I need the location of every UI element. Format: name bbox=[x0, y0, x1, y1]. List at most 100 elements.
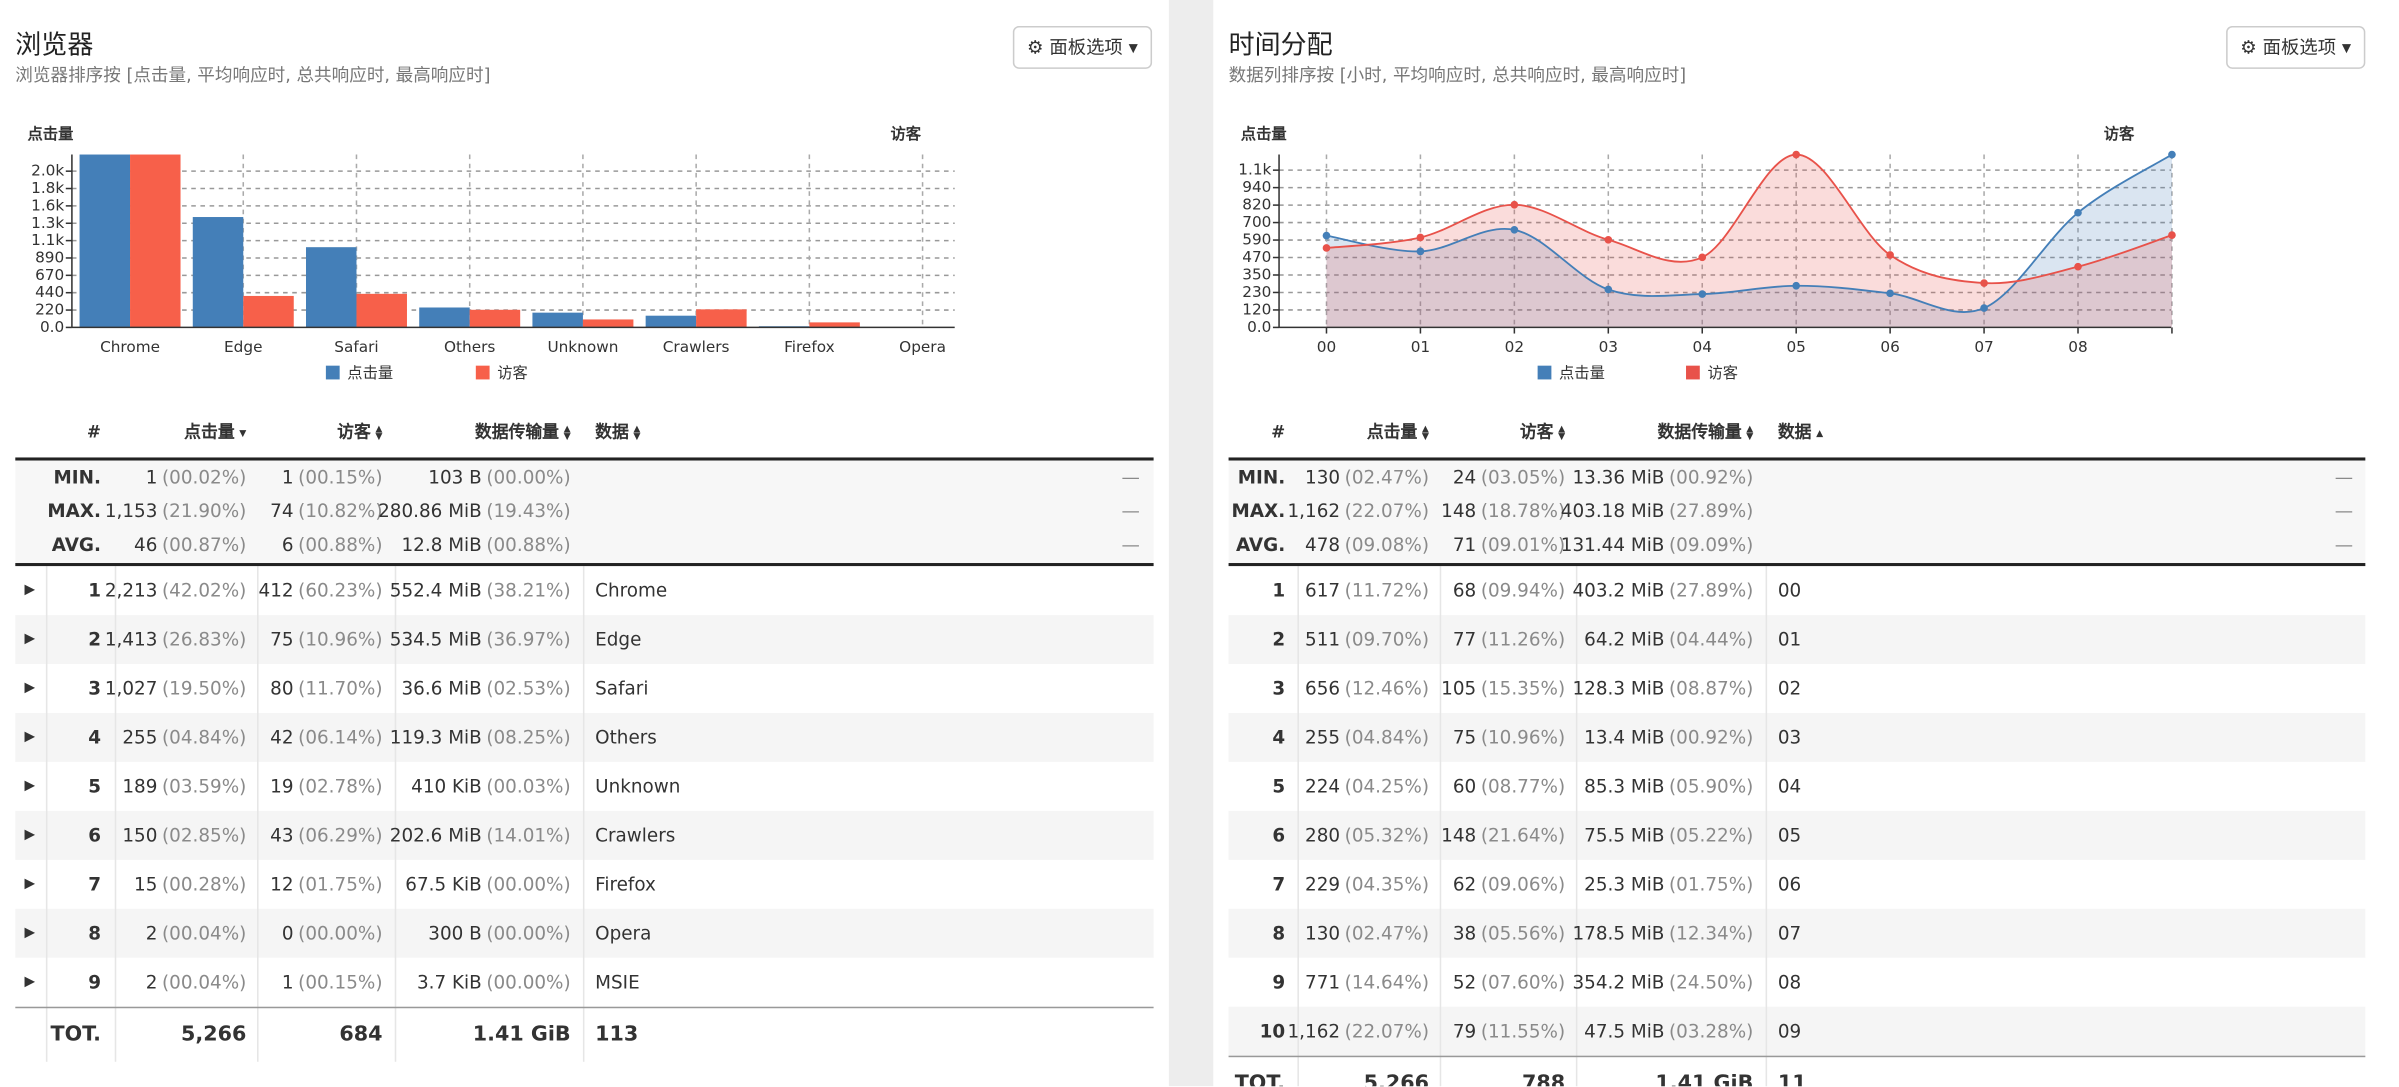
column-header[interactable]: 点击量 ▼ bbox=[184, 419, 246, 447]
column-header[interactable]: 数据 ▲ bbox=[1778, 419, 1823, 447]
percent: (00.15%) bbox=[298, 466, 383, 489]
dash: — bbox=[1121, 466, 1140, 489]
bar bbox=[809, 322, 860, 328]
cell: 412 (60.23%) bbox=[259, 577, 383, 605]
cell: 224 (04.25%) bbox=[1305, 773, 1429, 801]
percent: (02.53%) bbox=[486, 677, 571, 700]
column-divider bbox=[1765, 566, 1768, 1087]
panel-title: 浏览器 bbox=[15, 30, 94, 62]
summary-rule bbox=[15, 563, 1154, 567]
value: 771 bbox=[1305, 971, 1341, 993]
percent: (05.32%) bbox=[1344, 824, 1429, 847]
data-text: 06 bbox=[1777, 873, 1802, 896]
expand-toggle[interactable]: ▶ bbox=[24, 778, 36, 795]
bar bbox=[582, 319, 634, 328]
button-label: 面板选项 bbox=[2262, 36, 2337, 59]
percent: (08.87%) bbox=[1669, 677, 1754, 700]
panel-options-button[interactable]: ⚙ 面板选项 ▾ bbox=[2226, 26, 2366, 69]
summary-cell: 71 (09.01%) bbox=[1453, 531, 1565, 559]
column-header[interactable]: 数据传输量 ▲ ▼ bbox=[475, 419, 571, 447]
legend-label: 点击量 bbox=[347, 364, 393, 382]
percent: (22.07%) bbox=[1344, 500, 1429, 522]
row-number-text: 1 bbox=[88, 579, 101, 602]
cell: 178.5 MiB (12.34%) bbox=[1572, 920, 1753, 948]
row-background bbox=[1228, 810, 2366, 860]
total-cell: 113 bbox=[595, 1020, 638, 1048]
y-tick-label: 1.1k bbox=[31, 231, 64, 249]
point bbox=[1604, 235, 1613, 244]
summary-cell: 280.86 MiB (19.43%) bbox=[378, 497, 571, 525]
data-cell: 00 bbox=[1778, 577, 1801, 605]
point bbox=[1416, 233, 1425, 242]
value: 3.7 KiB bbox=[416, 971, 482, 993]
header-text: # bbox=[86, 422, 101, 443]
cell: 85.3 MiB (05.90%) bbox=[1584, 773, 1753, 801]
panel-options-button[interactable]: ⚙ 面板选项 ▾ bbox=[1012, 26, 1153, 69]
value: 1 bbox=[281, 466, 294, 489]
percent: (09.70%) bbox=[1344, 628, 1429, 651]
column-header[interactable]: 数据传输量 ▲ ▼ bbox=[1658, 419, 1754, 447]
value: 255 bbox=[1305, 726, 1341, 749]
total-value: 5,266 bbox=[1363, 1070, 1429, 1087]
column-header[interactable]: 数据 ▲ ▼ bbox=[595, 419, 640, 447]
expand-toggle[interactable]: ▶ bbox=[24, 827, 36, 844]
expand-toggle[interactable]: ▶ bbox=[24, 729, 36, 746]
cell: 255 (04.84%) bbox=[122, 724, 246, 752]
value: 47.5 MiB bbox=[1584, 1020, 1665, 1042]
cell: 2,213 (42.02%) bbox=[105, 577, 246, 605]
data-text: MSIE bbox=[595, 971, 640, 993]
cell: 280 (05.32%) bbox=[1305, 822, 1429, 850]
sort-icon: ▼ bbox=[239, 427, 247, 439]
button-label: 面板选项 bbox=[1049, 36, 1123, 59]
x-tick-label: Chrome bbox=[100, 338, 160, 356]
percent: (19.50%) bbox=[161, 677, 247, 700]
data-text: 01 bbox=[1777, 628, 1802, 651]
row-number-text: 10 bbox=[1259, 1020, 1286, 1042]
panel-subtitle: 浏览器排序按 [点击量, 平均响应时, 总共响应时, 最高响应时] bbox=[15, 64, 491, 86]
column-header[interactable]: 点击量 ▲ ▼ bbox=[1367, 419, 1429, 447]
legend-label: 点击量 bbox=[1559, 364, 1605, 382]
x-tick-label: Crawlers bbox=[663, 338, 730, 356]
column-header[interactable]: 访客 ▲ ▼ bbox=[337, 419, 382, 447]
point bbox=[2074, 262, 2082, 271]
value: 12.8 MiB bbox=[401, 533, 482, 556]
data-cell: 01 bbox=[1778, 626, 1801, 654]
percent: (05.56%) bbox=[1480, 922, 1566, 944]
total-label: TOT. bbox=[1235, 1069, 1285, 1086]
expand-toggle[interactable]: ▶ bbox=[24, 631, 36, 648]
expand-toggle[interactable]: ▶ bbox=[24, 876, 36, 892]
y-tick-label: 470 bbox=[1242, 248, 1271, 266]
percent: (07.60%) bbox=[1480, 971, 1566, 993]
summary-cell: 1 (00.15%) bbox=[282, 464, 383, 492]
value: 75.5 MiB bbox=[1584, 824, 1665, 847]
header-text: 访客 bbox=[1519, 422, 1554, 443]
cell: 229 (04.35%) bbox=[1305, 871, 1429, 899]
point bbox=[1416, 247, 1425, 256]
row-number: 9 bbox=[88, 968, 101, 996]
expand-toggle[interactable]: ▶ bbox=[24, 680, 36, 697]
cell: 0 (00.00%) bbox=[282, 920, 383, 948]
value: 79 bbox=[1452, 1020, 1477, 1042]
cell: 67.5 KiB (00.00%) bbox=[405, 871, 570, 899]
gutter bbox=[1168, 0, 1214, 1087]
y-tick-label: 820 bbox=[1242, 196, 1271, 214]
percent: (02.78%) bbox=[298, 775, 383, 798]
gear-icon: ⚙ bbox=[2240, 36, 2257, 59]
header-text: 数据 bbox=[595, 422, 629, 443]
column-divider bbox=[1575, 566, 1578, 1087]
column-header[interactable]: 访客 ▲ ▼ bbox=[1520, 419, 1565, 447]
cell: 617 (11.72%) bbox=[1305, 577, 1429, 605]
cell: 150 (02.85%) bbox=[122, 822, 246, 850]
row-background bbox=[1228, 712, 2366, 762]
data-text: Unknown bbox=[595, 775, 681, 798]
expand-toggle[interactable]: ▶ bbox=[24, 974, 36, 990]
expand-toggle[interactable]: ▶ bbox=[24, 582, 36, 599]
expand-toggle[interactable]: ▶ bbox=[24, 925, 36, 941]
y-axis-label: 点击量 bbox=[1241, 125, 1287, 143]
x-tick-label: 06 bbox=[1880, 338, 1899, 356]
row-number-text: 9 bbox=[88, 971, 101, 993]
value: 148 bbox=[1441, 824, 1477, 847]
row-number-text: 3 bbox=[1272, 677, 1286, 700]
row-number: 2 bbox=[1272, 626, 1285, 654]
